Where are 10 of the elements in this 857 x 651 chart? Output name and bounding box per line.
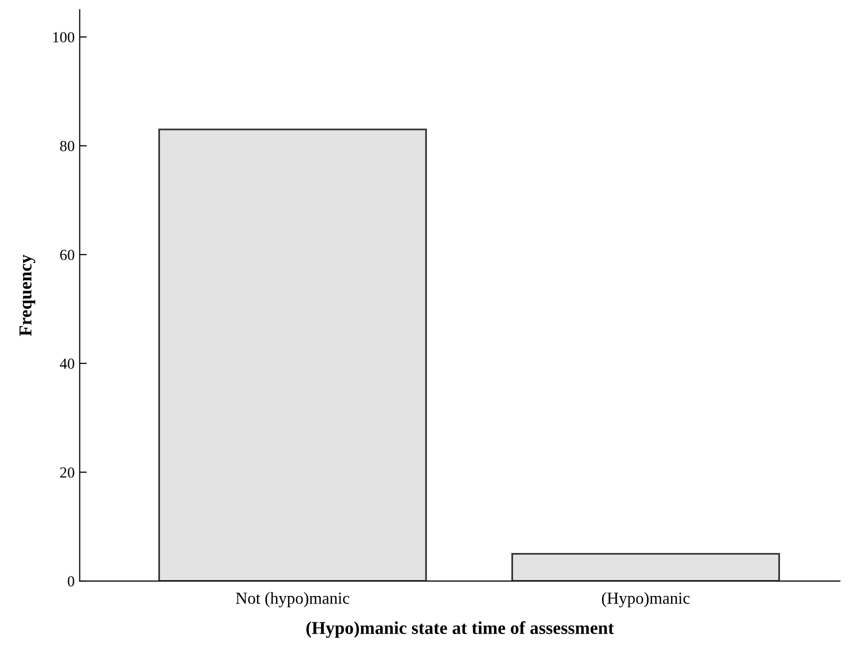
y-tick-label: 60 — [60, 250, 74, 260]
x-axis-title: (Hypo)manic state at time of assessment — [306, 621, 614, 638]
x-tick-label: (Hypo)manic — [602, 592, 690, 608]
y-tick-label: 40 — [60, 358, 74, 369]
y-axis-title: Frequency — [20, 254, 36, 336]
y-tick-label: 0 — [68, 576, 74, 586]
y-tick-label: 20 — [60, 467, 74, 478]
y-tick-label: 100 — [53, 32, 74, 42]
y-tick-label: 80 — [60, 140, 74, 152]
x-tick-label: Not (hypo)manic — [236, 592, 350, 608]
